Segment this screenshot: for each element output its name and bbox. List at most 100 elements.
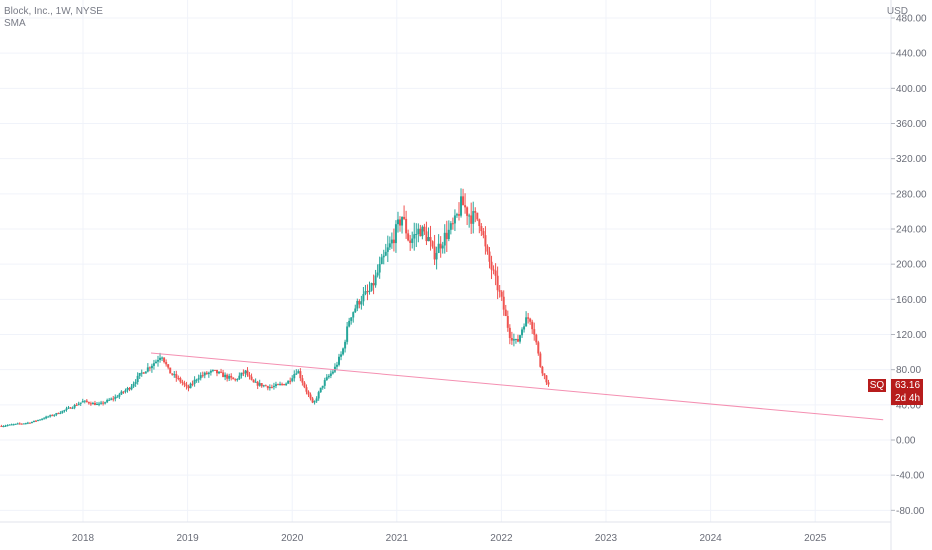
candle-body <box>67 407 70 409</box>
candle-body <box>476 212 479 220</box>
candle-body <box>350 317 353 321</box>
candle-body <box>531 321 534 330</box>
trendline[interactable] <box>150 352 884 421</box>
candle-body <box>32 420 35 422</box>
price-tick-label: 280.00 <box>896 189 927 200</box>
candle-body <box>10 424 13 426</box>
candle-body <box>20 423 23 425</box>
candle-body <box>340 354 343 357</box>
candle-body <box>455 214 458 216</box>
candle-body <box>159 357 162 361</box>
candle-body <box>378 264 381 273</box>
symbol-title: Block, Inc., 1W, NYSE <box>4 6 103 17</box>
candle-body <box>26 422 29 424</box>
candle-body <box>213 369 216 371</box>
candle-body <box>266 386 269 389</box>
candle-body <box>112 398 115 400</box>
candle-body <box>521 329 524 336</box>
last-price-symbol: SQ <box>869 380 885 391</box>
currency-label: USD <box>886 6 908 17</box>
candle-body <box>315 398 318 402</box>
candle-body <box>496 275 499 291</box>
candle-body <box>376 272 379 276</box>
candle-body <box>354 308 357 313</box>
candle-body <box>222 372 225 378</box>
candle-body <box>303 382 306 388</box>
price-tick-label: 360.00 <box>896 119 927 130</box>
candle-body <box>268 387 271 389</box>
candle-body <box>319 387 322 393</box>
price-tick-label: 160.00 <box>896 295 927 306</box>
candle-body <box>116 396 119 398</box>
price-axis[interactable]: 480.00 440.00 400.00 360.00 320.00 280.00 240.… <box>891 14 927 517</box>
candle-body <box>215 369 218 374</box>
candle-body <box>474 211 477 213</box>
candle-body <box>462 196 465 206</box>
candle-body <box>427 237 430 242</box>
candle-body <box>453 215 456 224</box>
candle-body <box>291 378 294 381</box>
candle-body <box>0 425 3 427</box>
candle-body <box>240 372 243 376</box>
candle-body <box>181 381 184 383</box>
candle-body <box>488 251 491 262</box>
candle-body <box>309 394 312 399</box>
candle-body <box>79 402 82 404</box>
candle-body <box>386 247 389 252</box>
candle-body <box>299 371 302 379</box>
candle-body <box>516 339 519 342</box>
candle-body <box>45 416 48 419</box>
candle-body <box>102 402 105 404</box>
candle-body <box>307 391 310 395</box>
indicator-label-sma[interactable]: SMA <box>4 18 26 29</box>
candle-body <box>407 233 410 241</box>
candle-body <box>301 378 304 383</box>
candle-body <box>197 378 200 380</box>
candle-body <box>518 335 521 342</box>
candle-body <box>248 375 251 377</box>
candle-body <box>37 419 40 421</box>
price-tick-label: 200.00 <box>896 260 927 271</box>
candle-body <box>47 416 50 418</box>
candle-body <box>193 379 196 384</box>
candle-body <box>447 229 450 240</box>
candle-body <box>547 382 550 385</box>
time-tick-label: 2023 <box>595 533 618 544</box>
candle-body <box>342 348 345 355</box>
candle-body <box>91 402 94 405</box>
time-axis[interactable]: 2018 2019 2020 2021 2022 2023 2024 2025 <box>72 533 827 544</box>
candle-body <box>329 373 332 376</box>
candle-body <box>331 371 334 374</box>
candle-body <box>16 423 19 425</box>
time-tick-label: 2022 <box>490 533 513 544</box>
candle-body <box>457 214 460 216</box>
candle-body <box>165 362 168 365</box>
candle-body <box>281 383 284 385</box>
candle-body <box>335 364 338 367</box>
candle-body <box>527 317 530 319</box>
candle-body <box>132 383 135 387</box>
time-tick-label: 2024 <box>699 533 722 544</box>
time-tick-label: 2018 <box>72 533 95 544</box>
candle-body <box>12 424 15 426</box>
candle-body <box>533 329 536 335</box>
candle-body <box>232 377 235 380</box>
candle-body <box>226 374 229 379</box>
candle-body <box>433 246 436 260</box>
candle-body <box>71 407 74 409</box>
candle-body <box>57 413 60 415</box>
time-tick-label: 2021 <box>386 533 409 544</box>
candle-body <box>55 413 58 415</box>
candle-body <box>138 373 141 376</box>
price-tick-label: 320.00 <box>896 154 927 165</box>
candle-body <box>468 215 471 217</box>
candle-body <box>30 421 33 424</box>
candle-body <box>183 382 186 385</box>
candle-body <box>167 364 170 368</box>
candle-body <box>126 388 129 391</box>
candle-body <box>130 386 133 390</box>
candle-body <box>348 320 351 327</box>
candle-body <box>43 418 46 420</box>
candle-body <box>195 379 198 381</box>
